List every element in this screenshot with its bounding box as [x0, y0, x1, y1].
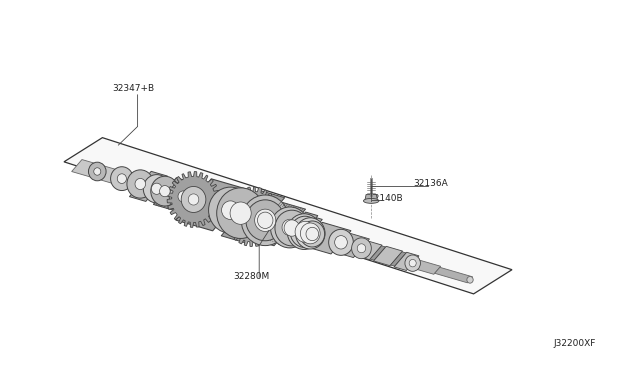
Ellipse shape: [405, 255, 420, 271]
Ellipse shape: [271, 207, 309, 248]
Ellipse shape: [300, 223, 320, 244]
Text: 32136A: 32136A: [413, 179, 447, 188]
Ellipse shape: [181, 186, 206, 212]
Text: 32347+B: 32347+B: [112, 84, 154, 93]
Ellipse shape: [257, 212, 273, 228]
Ellipse shape: [295, 221, 315, 242]
Ellipse shape: [151, 176, 179, 206]
Ellipse shape: [364, 198, 379, 203]
Ellipse shape: [246, 200, 285, 241]
Polygon shape: [370, 246, 386, 260]
Ellipse shape: [221, 201, 239, 219]
Polygon shape: [374, 246, 403, 266]
Polygon shape: [129, 171, 168, 201]
Ellipse shape: [306, 227, 319, 241]
Polygon shape: [72, 160, 328, 243]
Polygon shape: [365, 195, 378, 201]
Polygon shape: [225, 187, 281, 247]
Ellipse shape: [351, 238, 371, 259]
Ellipse shape: [296, 218, 325, 249]
Polygon shape: [390, 252, 406, 266]
Ellipse shape: [300, 221, 324, 247]
Ellipse shape: [282, 219, 298, 235]
Polygon shape: [394, 252, 419, 270]
Text: 32280M: 32280M: [234, 272, 270, 281]
Ellipse shape: [284, 220, 300, 236]
Polygon shape: [318, 232, 401, 263]
Ellipse shape: [467, 276, 473, 283]
Ellipse shape: [209, 187, 252, 233]
Ellipse shape: [357, 244, 365, 253]
Polygon shape: [278, 212, 318, 248]
Polygon shape: [221, 190, 285, 243]
Polygon shape: [435, 267, 472, 283]
Ellipse shape: [217, 188, 264, 238]
Ellipse shape: [117, 174, 127, 183]
Ellipse shape: [296, 224, 312, 240]
Ellipse shape: [255, 209, 276, 231]
Text: 32140B: 32140B: [368, 194, 403, 203]
Ellipse shape: [143, 174, 170, 203]
Ellipse shape: [329, 229, 353, 255]
Polygon shape: [154, 178, 195, 210]
Ellipse shape: [169, 182, 197, 211]
Ellipse shape: [152, 183, 162, 194]
Ellipse shape: [241, 195, 289, 246]
Ellipse shape: [409, 259, 416, 267]
Polygon shape: [64, 138, 512, 294]
Ellipse shape: [93, 168, 101, 175]
Polygon shape: [293, 218, 323, 247]
Ellipse shape: [230, 202, 251, 224]
Polygon shape: [355, 241, 382, 260]
Polygon shape: [176, 179, 248, 231]
Polygon shape: [167, 171, 220, 227]
Ellipse shape: [275, 210, 308, 246]
Ellipse shape: [188, 194, 199, 205]
Ellipse shape: [135, 179, 145, 190]
Polygon shape: [334, 233, 369, 257]
Polygon shape: [302, 222, 351, 254]
Ellipse shape: [335, 235, 348, 249]
Ellipse shape: [159, 186, 170, 197]
Ellipse shape: [127, 170, 154, 198]
Text: J32200XF: J32200XF: [554, 339, 596, 348]
Ellipse shape: [178, 191, 189, 202]
Ellipse shape: [88, 162, 106, 181]
Ellipse shape: [111, 167, 133, 190]
Polygon shape: [393, 254, 441, 274]
Ellipse shape: [290, 216, 320, 247]
Polygon shape: [250, 202, 305, 246]
Ellipse shape: [287, 214, 321, 250]
